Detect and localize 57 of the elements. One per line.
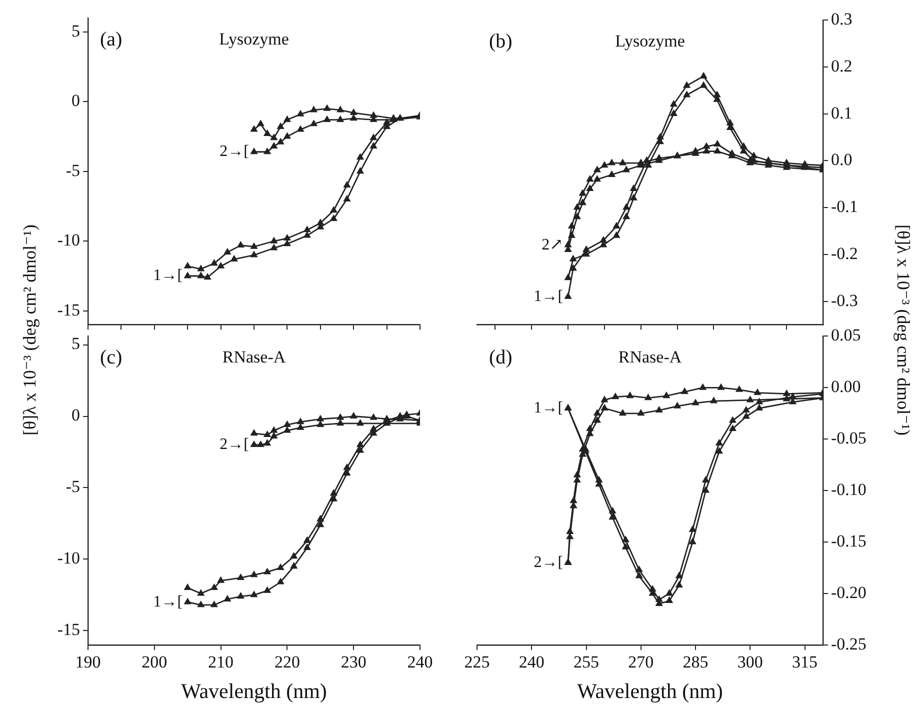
y-tick-label: -5 bbox=[66, 477, 80, 496]
y-tick-label: -0.2 bbox=[831, 244, 858, 263]
x-tick-label: 255 bbox=[574, 652, 600, 672]
annotation: 1→[ bbox=[153, 267, 183, 284]
annotation: 1→[ bbox=[534, 399, 564, 416]
annotation: 2→[ bbox=[534, 554, 564, 571]
y-tick-label: -0.15 bbox=[831, 532, 866, 551]
x-tick-label: 230 bbox=[340, 652, 366, 672]
annotation: 2→[ bbox=[220, 436, 249, 454]
y-tick-label: 5 bbox=[72, 21, 80, 40]
x-tick-label: 220 bbox=[274, 652, 300, 672]
text: RNase-A bbox=[222, 348, 286, 367]
y-tick-label: 0.1 bbox=[831, 103, 852, 122]
annotation: 1→[ bbox=[534, 288, 564, 305]
x-tick-label: 315 bbox=[792, 652, 818, 672]
y-axis-title: [θ]λ x 10⁻³ (deg cm² dmol⁻¹) bbox=[892, 224, 914, 436]
y-tick-label: -0.20 bbox=[831, 583, 866, 602]
y-tick-label: -0.05 bbox=[831, 428, 866, 448]
x-tick-label: 285 bbox=[682, 652, 708, 672]
y-tick-label: 0.0 bbox=[831, 150, 852, 170]
y-tick-label: -0.3 bbox=[831, 290, 858, 310]
y-tick-label: 0 bbox=[72, 91, 80, 110]
x-tick-label: 270 bbox=[628, 652, 654, 672]
x-tick-label: 190 bbox=[75, 652, 101, 672]
annotation: 2→[ bbox=[220, 143, 249, 160]
annotation: (b) bbox=[489, 30, 512, 52]
y-tick-label: -10 bbox=[57, 230, 80, 250]
y-tick-label: -10 bbox=[57, 548, 80, 568]
y-tick-label: -0.25 bbox=[831, 634, 866, 654]
y-tick-label: 0.05 bbox=[831, 326, 861, 345]
y-tick-label: 0.00 bbox=[831, 377, 861, 396]
y-tick-label: 0.3 bbox=[831, 9, 852, 28]
y-tick-label: -0.10 bbox=[831, 480, 866, 500]
x-axis-title: Wavelength (nm) bbox=[181, 678, 327, 703]
y-tick-label: 0 bbox=[72, 406, 80, 425]
x-tick-label: 240 bbox=[407, 652, 433, 672]
y-tick-label: -15 bbox=[57, 300, 80, 320]
y-tick-label: 5 bbox=[72, 334, 80, 354]
text: Lysozyme bbox=[219, 29, 289, 48]
text: Lysozyme bbox=[615, 31, 685, 50]
annotation: (c) bbox=[100, 346, 122, 368]
x-tick-label: 300 bbox=[737, 652, 763, 672]
text: RNase-A bbox=[618, 348, 682, 367]
y-tick-label: -0.1 bbox=[831, 197, 858, 216]
y-tick-label: -15 bbox=[57, 620, 80, 640]
annotation: 1→[ bbox=[153, 593, 183, 610]
y-tick-label: 0.2 bbox=[831, 56, 852, 76]
y-axis-title: [θ]λ x 10⁻³ (deg cm² dmol⁻¹) bbox=[20, 224, 40, 436]
x-tick-label: 240 bbox=[518, 652, 544, 672]
x-tick-label: 225 bbox=[464, 652, 490, 672]
x-tick-label: 200 bbox=[142, 652, 168, 672]
annotation: (d) bbox=[489, 346, 512, 368]
annotation: (a) bbox=[100, 28, 122, 50]
y-tick-label: -5 bbox=[66, 160, 80, 180]
x-tick-label: 210 bbox=[208, 652, 234, 672]
annotation: 2↗ bbox=[542, 236, 564, 254]
x-axis-title: Wavelength (nm) bbox=[577, 678, 723, 703]
